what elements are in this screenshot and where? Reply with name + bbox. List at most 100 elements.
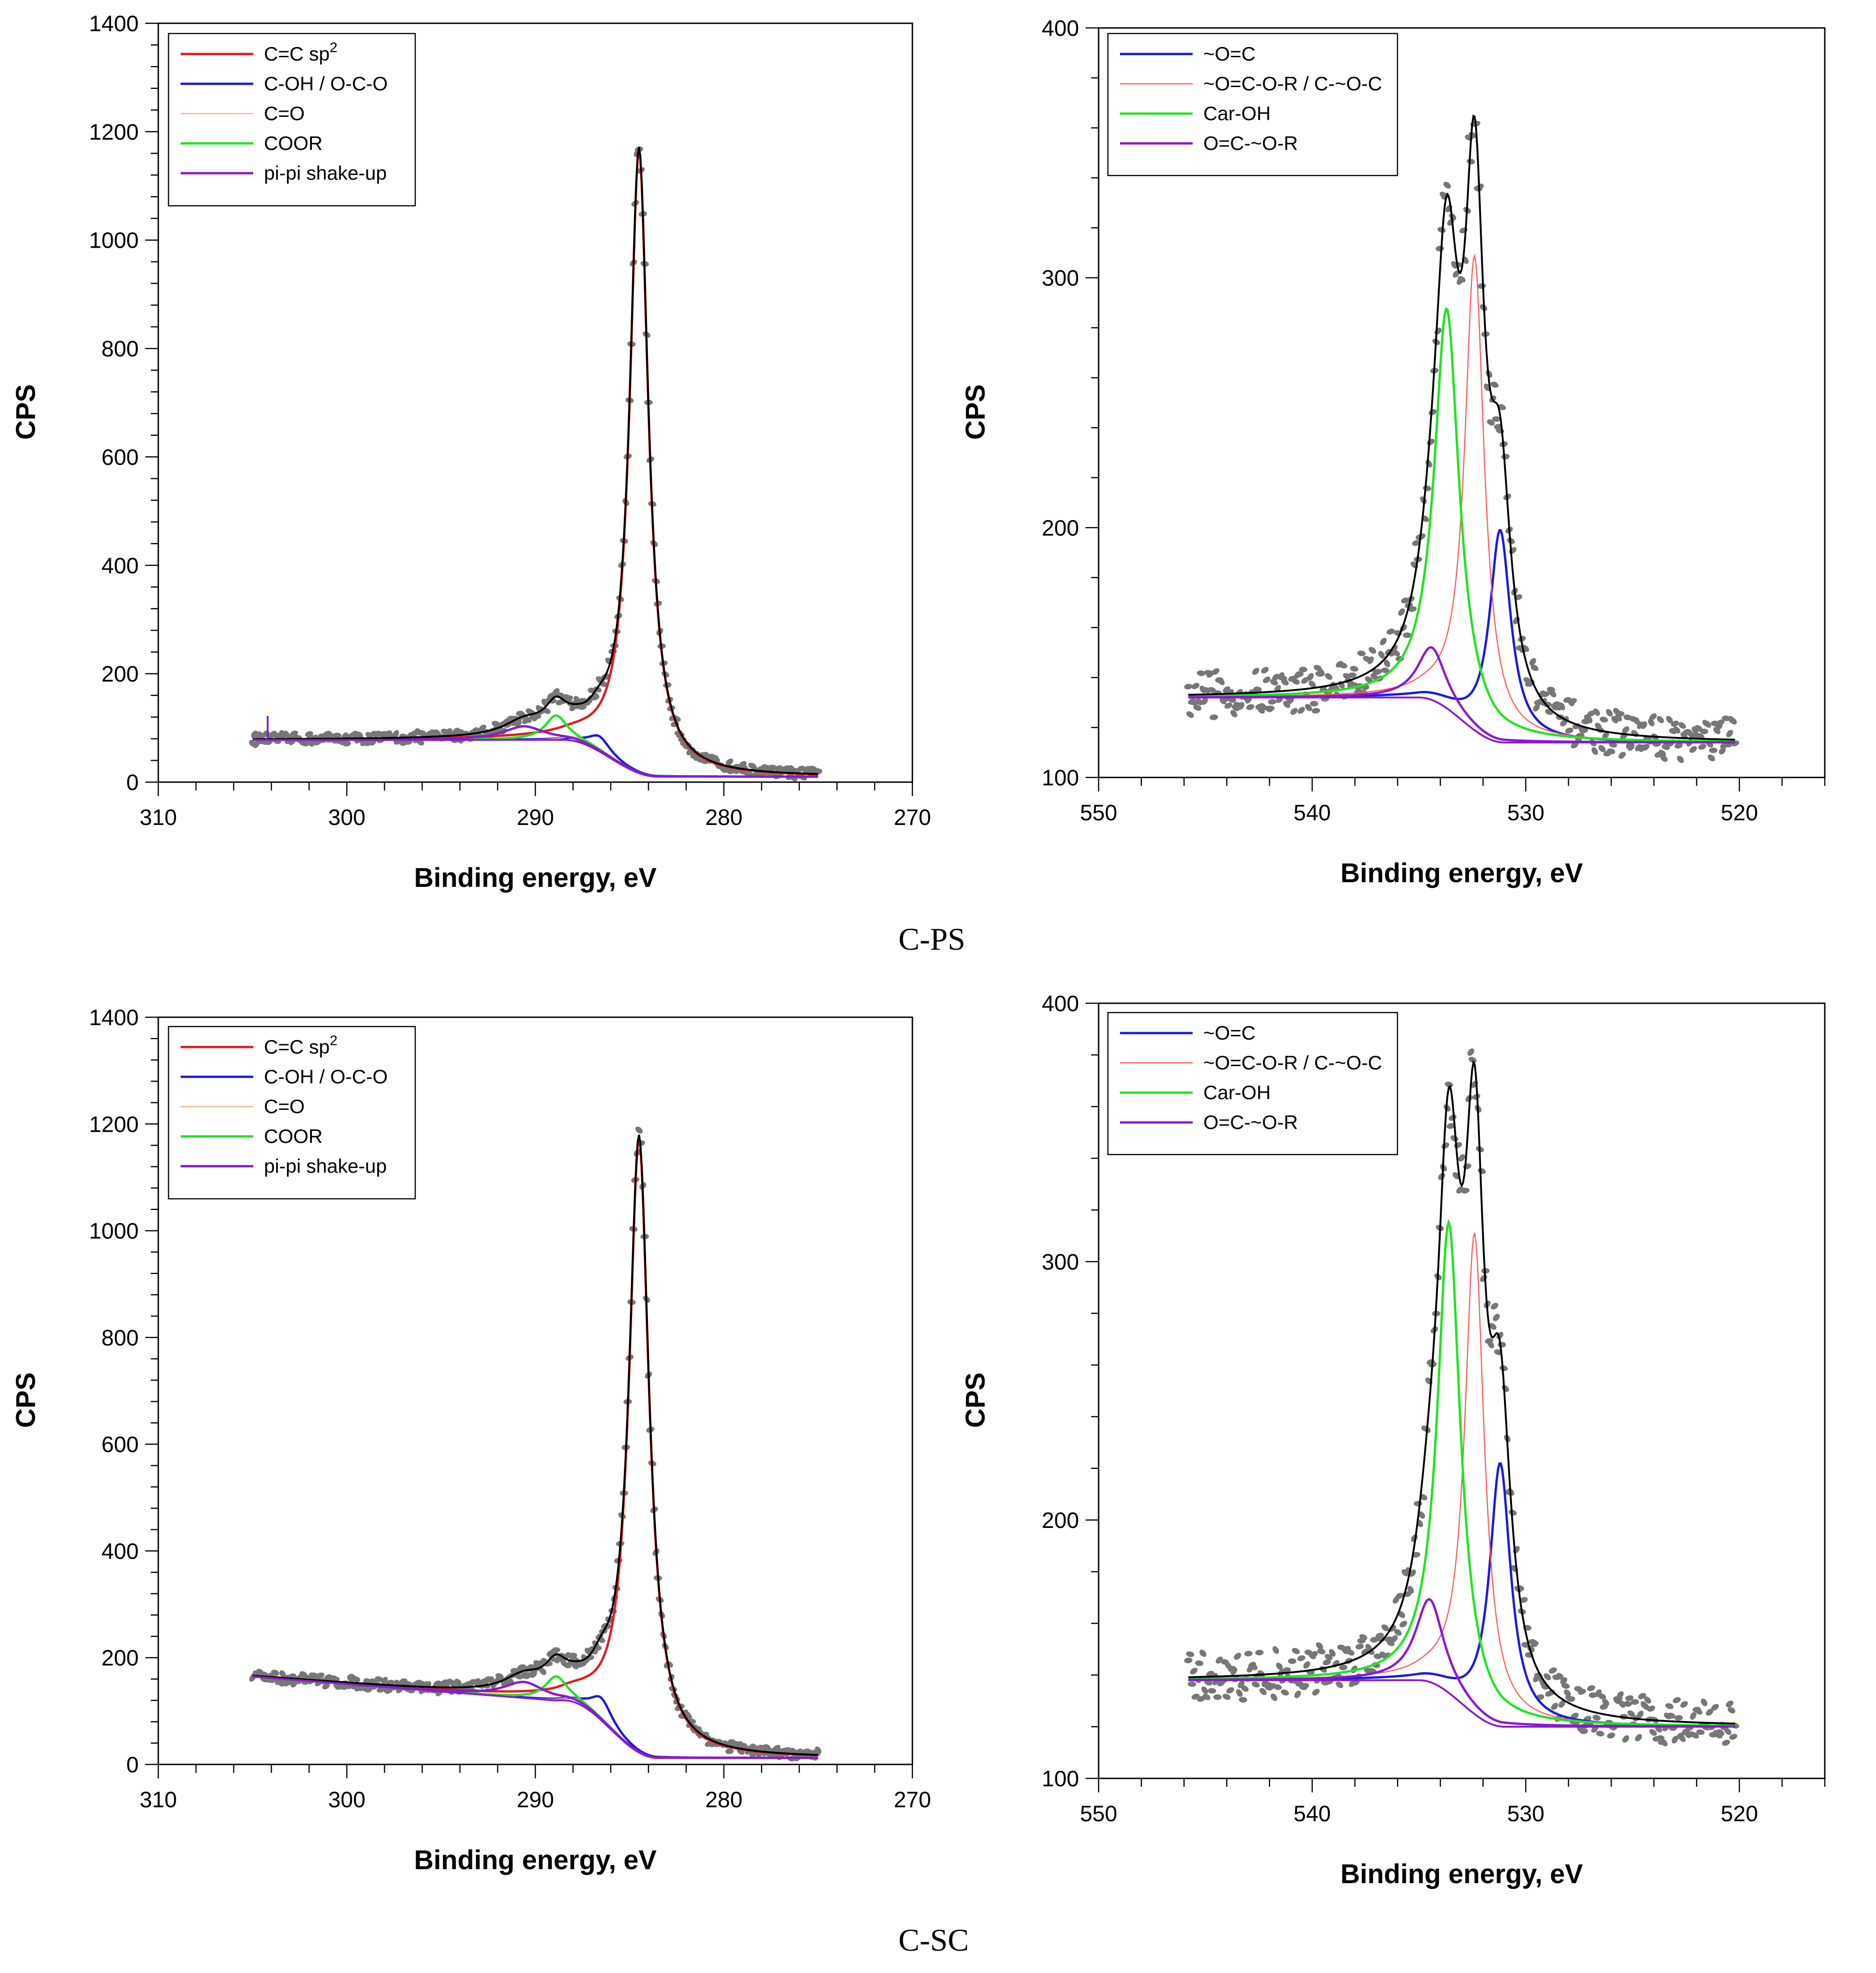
data-point [1272, 674, 1280, 681]
data-point [1493, 1314, 1500, 1321]
data-point [1549, 1667, 1557, 1674]
data-point [1593, 708, 1600, 716]
data-point [1244, 1650, 1253, 1657]
data-point [1541, 691, 1550, 697]
data-point [1317, 1648, 1326, 1655]
data-point [1607, 748, 1615, 754]
legend-label: C-OH / O-C-O [264, 1066, 388, 1088]
data-point [1674, 1715, 1683, 1721]
data-point [1531, 664, 1539, 671]
data-point [1586, 716, 1593, 723]
data-point [1726, 730, 1733, 737]
data-point [1704, 720, 1712, 728]
data-point [1294, 1690, 1301, 1698]
data-point [1398, 1611, 1405, 1618]
x-tick-label: 550 [1080, 1802, 1117, 1826]
data-point [1571, 1712, 1579, 1719]
data-point [1729, 717, 1737, 725]
data-point [1350, 666, 1358, 672]
data-point [1398, 608, 1405, 616]
data-point [1579, 727, 1588, 733]
data-point [552, 1647, 560, 1653]
legend: C=C sp2 C-OH / O-C-O C=O COOR pi-pi shake-up [168, 1026, 416, 1200]
y-tick-label: 0 [126, 770, 139, 795]
data-point [1357, 650, 1366, 656]
data-point [1487, 419, 1495, 426]
data-point [1468, 1057, 1477, 1063]
data-point [1701, 1698, 1707, 1707]
legend-label: pi-pi shake-up [264, 162, 387, 184]
data-point [1297, 1655, 1306, 1662]
data-point [1709, 747, 1718, 753]
y-tick-label: 200 [1042, 516, 1079, 541]
data-point [1602, 731, 1609, 739]
x-tick-label: 520 [1721, 801, 1758, 825]
data-point [1228, 697, 1236, 703]
caption-c-sc: C-SC [898, 1922, 969, 1958]
data-point [1367, 656, 1374, 664]
data-point [1186, 711, 1194, 718]
data-point [1197, 670, 1206, 676]
data-point [1598, 1693, 1606, 1700]
data-point [1281, 1689, 1289, 1696]
data-point [1380, 637, 1387, 646]
data-point [392, 730, 399, 738]
y-tick-label: 600 [101, 1432, 139, 1457]
data-point [1638, 1693, 1647, 1699]
data-point [333, 732, 342, 738]
data-points [249, 146, 823, 782]
data-point [1463, 1163, 1471, 1169]
data-point [1226, 1687, 1235, 1694]
y-tick-label: 200 [101, 662, 139, 687]
data-point [1441, 1142, 1450, 1149]
y-tick-label: 1400 [89, 12, 139, 36]
data-point [1716, 1729, 1725, 1736]
data-point [1707, 754, 1715, 762]
data-point [1489, 1323, 1497, 1330]
data-point [1253, 686, 1262, 692]
data-point [635, 1126, 643, 1134]
data-point [290, 730, 298, 737]
data-point [1323, 1659, 1331, 1666]
data-point [1239, 1697, 1248, 1703]
data-point [1270, 679, 1278, 686]
data-point [1556, 1673, 1564, 1680]
data-point [1370, 1637, 1379, 1643]
data-point [1467, 1048, 1474, 1056]
y-tick-label: 400 [1042, 16, 1079, 41]
data-point [1648, 718, 1655, 726]
x-tick-label: 310 [140, 805, 177, 830]
data-point [1305, 704, 1312, 711]
data-point [1309, 680, 1316, 688]
data-point [1297, 707, 1305, 714]
data-point [1272, 1646, 1279, 1654]
x-axis-label: Binding energy, eV [1340, 1859, 1583, 1889]
data-point [1321, 1680, 1329, 1686]
data-point [1241, 1685, 1249, 1692]
data-point [1698, 743, 1707, 750]
data-point [1716, 719, 1725, 726]
legend-label: Car-OH [1203, 1081, 1271, 1103]
data-point [1392, 649, 1400, 656]
data-point [1378, 651, 1385, 659]
data-point [1588, 1692, 1597, 1698]
legend-box [1107, 33, 1398, 176]
data-point [1359, 1634, 1368, 1641]
data-point [1325, 673, 1333, 680]
data-point [1251, 1681, 1260, 1688]
data-point [1301, 1683, 1309, 1689]
data-point [1674, 743, 1683, 749]
data-point [1209, 714, 1218, 720]
legend-label: C=O [264, 1095, 305, 1117]
x-tick-label: 280 [705, 805, 742, 830]
data-point [1592, 1715, 1601, 1721]
data-point [726, 758, 734, 765]
background-curve [1188, 696, 1735, 743]
x-tick-label: 290 [517, 1788, 554, 1812]
y-tick-label: 1200 [89, 1112, 139, 1137]
data-point [1212, 668, 1220, 675]
data-point [1412, 540, 1420, 546]
x-tick-label: 550 [1080, 801, 1117, 825]
data-point [1427, 439, 1435, 446]
data-point [1259, 1688, 1267, 1696]
